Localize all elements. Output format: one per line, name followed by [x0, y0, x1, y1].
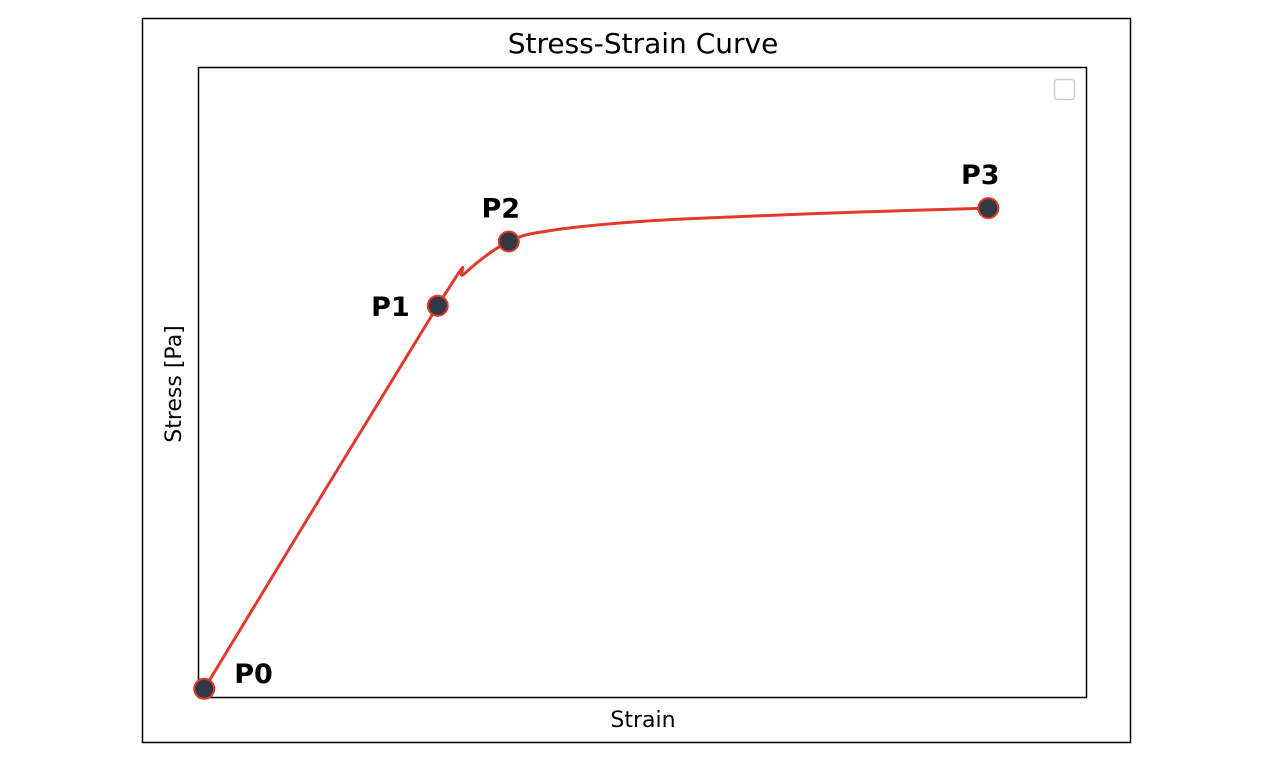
stress-strain-line: [202, 206, 990, 691]
legend-box: [1053, 78, 1076, 101]
point-label-p3: P3: [961, 160, 1000, 191]
data-point-p1: [426, 294, 449, 317]
data-point-p0: [193, 677, 216, 700]
plot-area: [197, 66, 1088, 699]
point-label-p0: P0: [234, 659, 273, 690]
series-layer: P0 P1 P2 P3: [193, 160, 1000, 700]
x-axis-label: Strain: [610, 708, 675, 733]
point-label-p2: P2: [482, 194, 521, 225]
data-point-p3: [977, 197, 1000, 220]
point-label-p1: P1: [371, 292, 410, 323]
y-axis-label: Stress [Pa]: [162, 325, 187, 443]
chart-title: Stress-Strain Curve: [508, 27, 779, 60]
data-point-p2: [497, 230, 520, 253]
